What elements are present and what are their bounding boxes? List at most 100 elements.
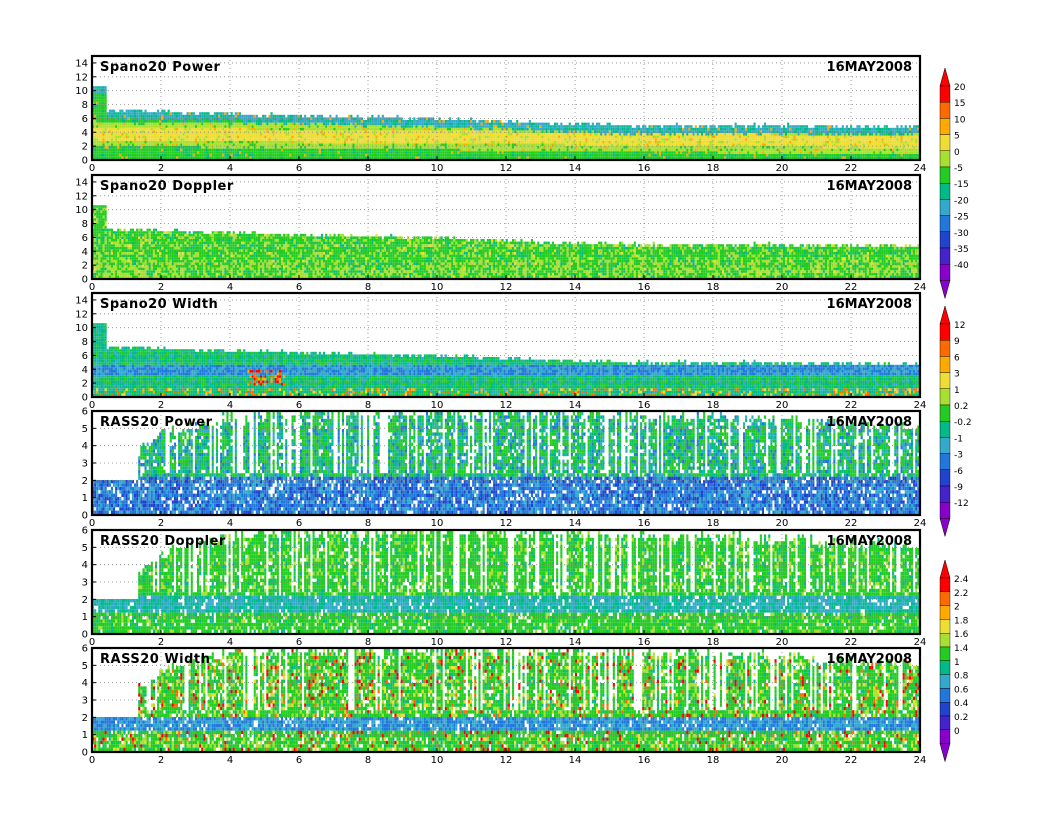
y-tick-label: 14	[75, 177, 88, 188]
colorbar-swatch	[940, 619, 950, 633]
x-tick-label: 2	[158, 400, 164, 411]
y-tick-label: 0	[82, 748, 88, 759]
y-tick-label: 0	[82, 393, 88, 404]
y-tick-label: 5	[82, 543, 88, 554]
x-tick-label: 6	[296, 637, 302, 648]
x-tick-label: 6	[296, 282, 302, 293]
x-tick-label: 16	[638, 282, 651, 293]
x-tick-label: 4	[227, 400, 233, 411]
x-tick-label: 16	[638, 518, 651, 529]
colorbar-swatch	[940, 716, 950, 730]
x-tick-label: 10	[431, 282, 444, 293]
y-tick-label: 2	[82, 379, 88, 390]
x-tick-label: 22	[845, 637, 858, 648]
colorbar-arrow-top	[940, 560, 950, 578]
x-tick-label: 16	[638, 755, 651, 766]
y-tick-label: 8	[82, 100, 88, 111]
colorbar-swatch	[940, 421, 950, 437]
colorbar-swatch	[940, 661, 950, 675]
x-tick-label: 18	[707, 637, 720, 648]
profiler-figure: 02468101214161820222402468101214Spano20 …	[0, 0, 1056, 816]
colorbar-tick-label: -15	[954, 180, 969, 190]
colorbar-swatch	[940, 454, 950, 470]
panel-date: 16MAY2008	[827, 415, 912, 430]
x-tick-label: 0	[89, 400, 95, 411]
x-tick-label: 16	[638, 163, 651, 174]
panel-date: 16MAY2008	[827, 534, 912, 549]
y-tick-label: 0	[82, 156, 88, 167]
colorbar-swatch	[940, 102, 950, 118]
x-tick-label: 0	[89, 282, 95, 293]
x-tick-label: 6	[296, 518, 302, 529]
colorbar-tick-label: 0.4	[954, 699, 969, 709]
x-tick-label: 20	[776, 400, 789, 411]
y-tick-label: 12	[75, 191, 88, 202]
x-tick-label: 20	[776, 518, 789, 529]
colorbar-swatch	[940, 373, 950, 389]
colorbar-swatch	[940, 389, 950, 405]
x-tick-label: 22	[845, 400, 858, 411]
y-tick-label: 3	[82, 696, 88, 707]
colorbar-swatch	[940, 248, 950, 264]
x-tick-label: 16	[638, 400, 651, 411]
x-tick-label: 10	[431, 637, 444, 648]
x-tick-label: 12	[500, 282, 513, 293]
colorbar-swatch	[940, 730, 950, 744]
x-tick-label: 22	[845, 518, 858, 529]
x-tick-label: 14	[569, 637, 582, 648]
x-tick-label: 0	[89, 637, 95, 648]
x-tick-label: 24	[914, 637, 927, 648]
x-tick-label: 4	[227, 637, 233, 648]
x-tick-label: 22	[845, 163, 858, 174]
x-tick-label: 4	[227, 282, 233, 293]
x-tick-label: 4	[227, 755, 233, 766]
y-tick-label: 0	[82, 630, 88, 641]
x-tick-label: 20	[776, 282, 789, 293]
y-tick-label: 0	[82, 275, 88, 286]
x-tick-label: 0	[89, 518, 95, 529]
y-tick-label: 14	[75, 295, 88, 306]
colorbar-tick-label: 1	[954, 386, 960, 396]
colorbar-swatch	[940, 216, 950, 232]
colorbar-arrow-bottom	[940, 280, 950, 298]
x-tick-label: 8	[365, 637, 371, 648]
y-tick-label: 10	[75, 323, 88, 334]
colorbar-swatch	[940, 232, 950, 248]
x-tick-label: 14	[569, 755, 582, 766]
panel-date: 16MAY2008	[827, 60, 912, 75]
colorbar-swatch	[940, 592, 950, 606]
y-tick-label: 2	[82, 261, 88, 272]
x-tick-label: 0	[89, 163, 95, 174]
colorbar-tick-label: 2.2	[954, 589, 968, 599]
y-tick-label: 6	[82, 407, 88, 418]
colorbar-swatch	[940, 183, 950, 199]
colorbar-tick-label: -25	[954, 213, 969, 223]
y-tick-label: 2	[82, 595, 88, 606]
x-tick-label: 14	[569, 518, 582, 529]
x-tick-label: 18	[707, 163, 720, 174]
x-tick-label: 24	[914, 400, 927, 411]
colorbar-swatch	[940, 688, 950, 702]
y-tick-label: 10	[75, 205, 88, 216]
colorbar-tick-label: 0.6	[954, 685, 969, 695]
colorbar-swatch	[940, 647, 950, 661]
y-tick-label: 2	[82, 713, 88, 724]
colorbar-tick-label: 1.8	[954, 616, 969, 626]
colorbar-arrow-bottom	[940, 744, 950, 762]
x-tick-label: 6	[296, 163, 302, 174]
y-tick-label: 6	[82, 114, 88, 125]
panel-date: 16MAY2008	[827, 297, 912, 312]
x-tick-label: 14	[569, 400, 582, 411]
colorbar-tick-label: -6	[954, 467, 963, 477]
colorbar-tick-label: 0	[954, 148, 960, 158]
colorbar-tick-label: -12	[954, 499, 969, 509]
colorbar-tick-label: -35	[954, 245, 969, 255]
colorbar-tick-label: -0.2	[954, 418, 972, 428]
x-tick-label: 4	[227, 518, 233, 529]
colorbar-swatch	[940, 167, 950, 183]
colorbar-swatch	[940, 264, 950, 280]
y-tick-label: 3	[82, 459, 88, 470]
colorbar-tick-label: -3	[954, 451, 963, 461]
colorbar-tick-label: 2.4	[954, 575, 969, 585]
